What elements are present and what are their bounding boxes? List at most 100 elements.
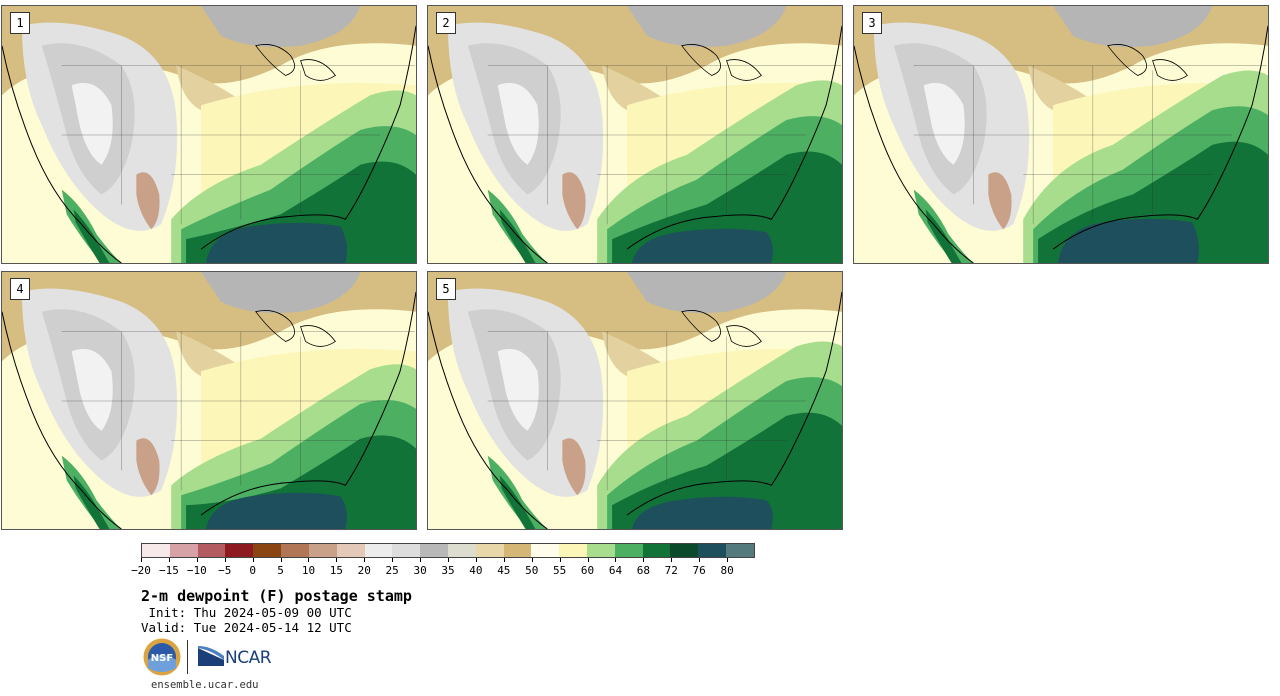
colorbar-tick-mark (699, 558, 701, 562)
panel-number-label: 3 (862, 12, 882, 34)
colorbar-swatch (142, 544, 170, 557)
logo-divider (187, 640, 188, 674)
colorbar-tick-mark (141, 558, 142, 562)
colorbar-swatch (364, 544, 393, 557)
init-time: Init: Thu 2024-05-09 00 UTC (141, 605, 352, 620)
colorbar-tick-mark (420, 558, 422, 562)
colorbar-tick-label: 72 (664, 564, 678, 577)
colorbar-tick-mark (475, 558, 477, 562)
map-panel-3: 3 (853, 5, 1269, 264)
nsf-logo-icon: NSF (143, 638, 181, 676)
colorbar-tick-label: 76 (692, 564, 706, 577)
colorbar-swatch (392, 544, 421, 557)
panel-number-label: 2 (436, 12, 456, 34)
colorbar-swatch (475, 544, 504, 557)
colorbar-tick-mark (392, 558, 394, 562)
map-panel-4: 4 (1, 271, 417, 530)
colorbar-tick-mark (308, 558, 310, 562)
colorbar-ticks: −20 −15 −10 −5 0 5 10 15 20 25 30 35 40 45 50 55 60 64 68 7… (131, 558, 755, 578)
panel-number-label: 1 (10, 12, 30, 34)
colorbar-swatch (281, 544, 309, 557)
panel-number-label: 4 (10, 278, 30, 300)
colorbar-tick-label: 50 (525, 564, 539, 577)
colorbar-swatch (253, 544, 282, 557)
sponsor-logos: NSF NCAR (143, 638, 283, 676)
colorbar-swatch (531, 544, 560, 557)
dewpoint-map-2 (428, 6, 842, 263)
panel-number-label: 5 (436, 278, 456, 300)
colorbar-tick-label: 25 (385, 564, 399, 577)
colorbar-tick-label: 5 (277, 564, 284, 577)
map-field (2, 6, 416, 263)
colorbar-swatch (614, 544, 643, 557)
colorbar-tick-mark (727, 558, 729, 562)
colorbar-tick-label: 64 (608, 564, 623, 577)
map-field (428, 6, 842, 263)
site-url: ensemble.ucar.edu (151, 679, 259, 691)
colorbar-tick-label: 80 (720, 564, 734, 577)
colorbar-tick-label: 35 (441, 564, 455, 577)
colorbar-swatch (698, 544, 727, 557)
colorbar-tick-label: 45 (497, 564, 511, 577)
colorbar-tick-label: 55 (553, 564, 567, 577)
colorbar-swatch (308, 544, 337, 557)
colorbar-swatch (642, 544, 671, 557)
colorbar-tick-mark (615, 558, 617, 562)
colorbar-swatch (420, 544, 448, 557)
colorbar-tick-mark (364, 558, 366, 562)
colorbar-tick-mark (280, 558, 282, 562)
colorbar-tick-label: −20 (131, 564, 151, 577)
colorbar-tick-mark (252, 558, 254, 562)
colorbar-tick-mark (196, 558, 198, 562)
colorbar-swatch (447, 544, 476, 557)
dewpoint-map-5 (428, 272, 842, 529)
colorbar-swatch (670, 544, 699, 557)
dewpoint-colorbar (141, 543, 755, 558)
colorbar-tick-label: −15 (158, 564, 179, 577)
colorbar-swatch (336, 544, 365, 557)
colorbar-tick-label: −5 (218, 564, 232, 577)
dewpoint-map-4 (2, 272, 416, 529)
map-field (428, 272, 842, 529)
product-title: 2-m dewpoint (F) postage stamp (141, 587, 412, 605)
map-panel-2: 2 (427, 5, 843, 264)
ncar-wordmark: NCAR (225, 648, 272, 668)
dewpoint-map-3 (854, 6, 1268, 263)
colorbar-tick-label: 40 (469, 564, 483, 577)
colorbar-tick-label: −10 (186, 564, 207, 577)
colorbar-tick-mark (671, 558, 673, 562)
colorbar-tick-label: 30 (413, 564, 427, 577)
ncar-logo: NCAR (197, 644, 275, 670)
map-panel-1: 1 (1, 5, 417, 264)
colorbar-tick-mark (448, 558, 449, 562)
colorbar-tick-label: 60 (580, 564, 595, 577)
colorbar-tick-mark (587, 558, 589, 562)
colorbar-swatch (197, 544, 226, 557)
svg-text:NSF: NSF (151, 653, 173, 664)
map-field (854, 6, 1268, 263)
colorbar-tick-mark (531, 558, 533, 562)
colorbar-tick-label: 10 (301, 564, 316, 577)
colorbar-swatch (503, 544, 532, 557)
colorbar-tick-label: 0 (249, 564, 256, 577)
colorbar-tick-mark (224, 558, 226, 562)
colorbar-tick-label: 20 (357, 564, 371, 577)
colorbar-swatch (587, 544, 615, 557)
ncar-mark-icon (198, 646, 224, 666)
colorbar-tick-mark (336, 558, 338, 562)
valid-time: Valid: Tue 2024-05-14 12 UTC (141, 620, 352, 635)
colorbar-tick-mark (503, 558, 505, 562)
colorbar-swatch (726, 544, 754, 557)
colorbar-tick-mark (168, 558, 170, 562)
map-panel-5: 5 (427, 271, 843, 530)
colorbar-tick-label: 15 (329, 564, 343, 577)
colorbar-swatch (225, 544, 254, 557)
colorbar-swatch (169, 544, 198, 557)
colorbar-tick-mark (559, 558, 561, 562)
colorbar-tick-mark (643, 558, 645, 562)
colorbar-swatch (559, 544, 587, 557)
colorbar-tick-label: 68 (636, 564, 650, 577)
dewpoint-map-1 (2, 6, 416, 263)
map-field (2, 272, 416, 529)
